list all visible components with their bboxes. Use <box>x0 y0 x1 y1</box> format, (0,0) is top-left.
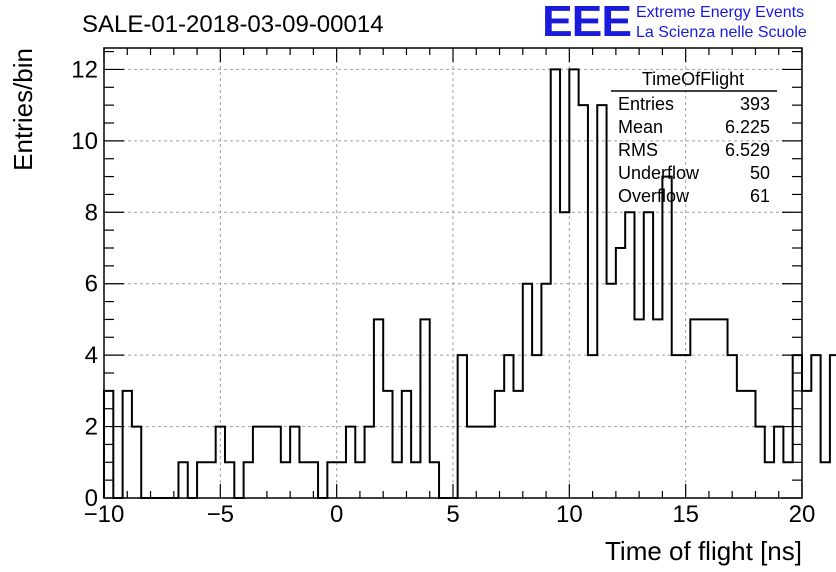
stats-value: 50 <box>750 163 770 183</box>
x-tick-label: 20 <box>789 501 816 528</box>
y-tick-label: 4 <box>85 342 98 369</box>
x-tick-label: −10 <box>84 501 125 528</box>
stats-value: 6.529 <box>725 140 770 160</box>
x-tick-labels: −10 −5 0 5 10 15 20 <box>84 501 816 528</box>
y-tick-label: 10 <box>71 128 98 155</box>
y-tick-labels: 0 2 4 6 8 10 12 <box>71 56 98 512</box>
stats-label: Underflow <box>618 163 700 183</box>
x-tick-label: 10 <box>556 501 583 528</box>
stats-value: 393 <box>740 94 770 114</box>
stats-title: TimeOfFlight <box>642 69 744 89</box>
eee-logo: EEE <box>542 0 632 46</box>
stats-value: 6.225 <box>725 117 770 137</box>
x-tick-label: −5 <box>207 501 234 528</box>
eee-tagline-1: Extreme Energy Events <box>636 4 805 21</box>
stats-label: Overflow <box>618 186 690 206</box>
y-tick-label: 8 <box>85 199 98 226</box>
axis-ticks <box>103 48 803 499</box>
y-tick-label: 2 <box>85 414 98 441</box>
stats-label: RMS <box>618 140 658 160</box>
y-tick-label: 0 <box>85 485 98 512</box>
x-tick-label: 15 <box>672 501 699 528</box>
run-title: SALE-01-2018-03-09-00014 <box>82 11 384 38</box>
x-tick-label: 5 <box>446 501 459 528</box>
x-axis-label: Time of flight [ns] <box>605 536 802 566</box>
grid-lines <box>104 48 802 498</box>
stats-box: TimeOfFlight Entries 393 Mean 6.225 RMS … <box>611 69 777 206</box>
y-axis-label: Entries/bin <box>8 48 38 171</box>
stats-value: 61 <box>750 186 770 206</box>
y-tick-label: 6 <box>85 271 98 298</box>
stats-label: Mean <box>618 117 663 137</box>
eee-tagline-2: La Scienza nelle Scuole <box>636 24 807 41</box>
stats-label: Entries <box>618 94 674 114</box>
y-tick-label: 12 <box>71 56 98 83</box>
x-tick-label: 0 <box>330 501 343 528</box>
histogram-line <box>103 68 836 499</box>
